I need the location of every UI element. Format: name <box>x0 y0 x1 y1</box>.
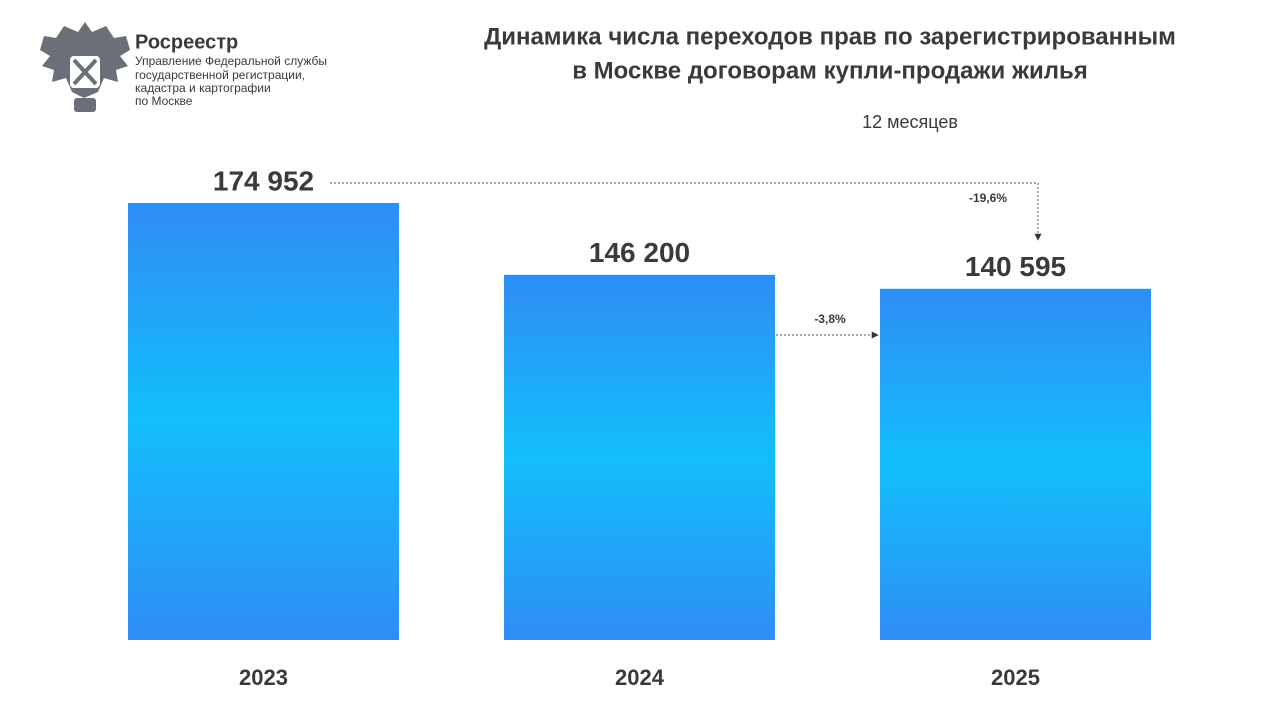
change-arrow <box>330 182 1042 241</box>
annotation: -3,8% <box>814 312 846 326</box>
value-label: 174 952 <box>213 165 314 196</box>
chart-title: Динамика числа переходов прав по зарегис… <box>484 23 1176 50</box>
logo-line: кадастра и картографии <box>135 81 271 95</box>
value-label: 146 200 <box>589 237 690 268</box>
chart-title: в Москве договорам купли-продажи жилья <box>572 57 1087 84</box>
logo-name: Росреестр <box>135 31 238 53</box>
bar <box>128 203 399 640</box>
x-tick-label: 2025 <box>991 665 1040 690</box>
logo-line: по Москве <box>135 94 193 108</box>
logo-emblem <box>40 22 130 112</box>
bar <box>504 274 775 640</box>
x-tick-label: 2023 <box>239 665 288 690</box>
x-tick-label: 2024 <box>615 665 665 690</box>
logo-line: государственной регистрации, <box>135 68 305 82</box>
chart-subtitle: 12 месяцев <box>862 112 958 132</box>
value-label: 140 595 <box>965 251 1066 282</box>
bar <box>880 288 1151 640</box>
logo-line: Управление Федеральной службы <box>135 54 327 68</box>
annotation: -19,6% <box>969 191 1007 205</box>
